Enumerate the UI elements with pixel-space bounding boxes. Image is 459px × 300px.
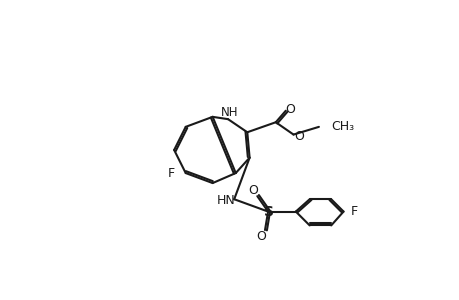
- Text: F: F: [350, 205, 357, 218]
- Text: CH₃: CH₃: [330, 120, 353, 134]
- Text: O: O: [293, 130, 303, 142]
- Text: O: O: [256, 230, 265, 243]
- Text: O: O: [248, 184, 258, 196]
- Text: HN: HN: [217, 194, 235, 207]
- Text: S: S: [263, 205, 273, 219]
- Text: O: O: [285, 103, 295, 116]
- Text: F: F: [167, 167, 174, 180]
- Text: NH: NH: [220, 106, 238, 119]
